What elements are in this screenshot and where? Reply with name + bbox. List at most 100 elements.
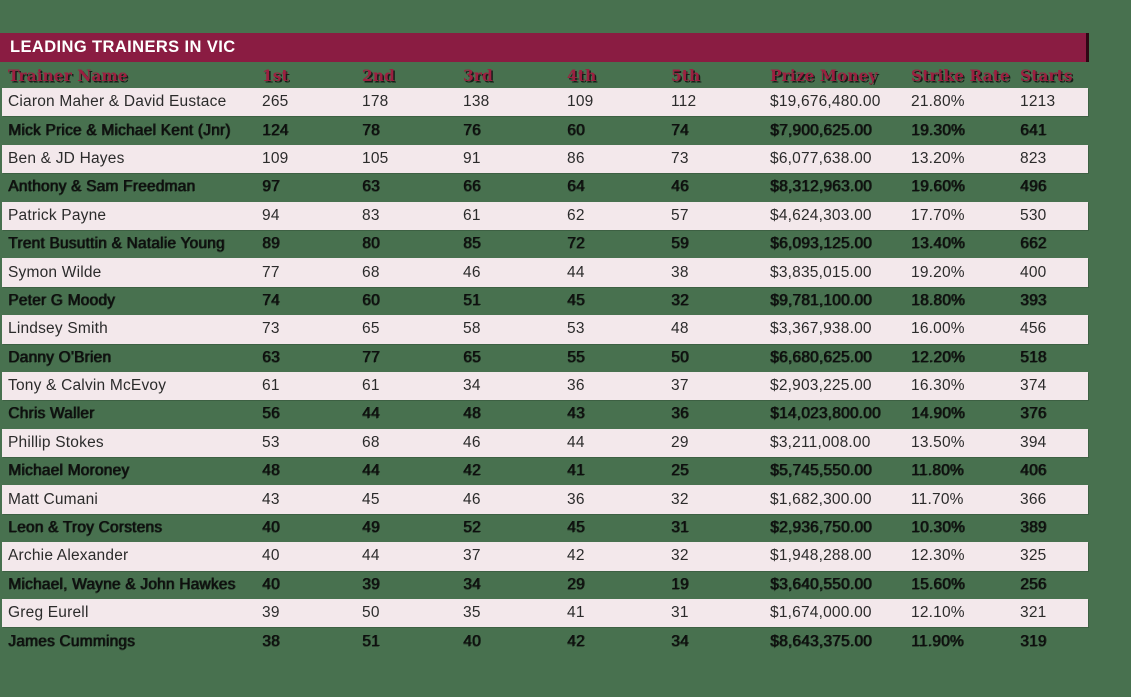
cell-5th: 36 bbox=[671, 405, 689, 423]
cell-trainer-name: Greg Eurell bbox=[8, 604, 89, 622]
table-row: Peter G Moody 74 60 51 45 32 $9,781,100.00 18.8… bbox=[2, 287, 1088, 315]
cell-prize-money: $8,312,963.00 bbox=[770, 178, 872, 196]
cell-1st: 73 bbox=[262, 320, 280, 338]
table-row: Lindsey Smith 73 65 58 53 48 $3,367,938.00 16.0… bbox=[2, 315, 1088, 344]
table-title-bar: LEADING TRAINERS IN VIC bbox=[0, 33, 1089, 62]
cell-1st: 265 bbox=[262, 93, 289, 111]
column-header-1st: 1st bbox=[262, 65, 289, 85]
cell-1st: 61 bbox=[262, 377, 280, 395]
cell-5th: 73 bbox=[671, 149, 689, 167]
table-row: Ben & JD Hayes 109 105 91 86 73 $6,077,638.00 1… bbox=[2, 144, 1088, 174]
cell-strike-rate: 17.70% bbox=[911, 206, 965, 224]
cell-strike-rate: 13.50% bbox=[911, 433, 965, 451]
cell-3rd: 46 bbox=[463, 263, 481, 281]
table-row: Chris Waller 56 44 48 43 36 $14,023,800.00 14.9… bbox=[2, 400, 1088, 428]
cell-4th: 72 bbox=[567, 235, 585, 253]
page-title: LEADING TRAINERS IN VIC bbox=[10, 38, 236, 56]
cell-prize-money: $5,745,550.00 bbox=[770, 462, 872, 480]
column-header-4th: 4th bbox=[567, 65, 597, 85]
cell-prize-money: $1,674,000.00 bbox=[770, 604, 872, 622]
cell-strike-rate: 13.20% bbox=[911, 149, 965, 167]
cell-trainer-name: Anthony & Sam Freedman bbox=[8, 178, 196, 196]
cell-strike-rate: 19.30% bbox=[911, 121, 965, 139]
cell-4th: 55 bbox=[567, 348, 585, 366]
cell-strike-rate: 19.20% bbox=[911, 263, 965, 281]
cell-2nd: 61 bbox=[362, 377, 380, 395]
cell-3rd: 34 bbox=[463, 377, 481, 395]
cell-prize-money: $14,023,800.00 bbox=[770, 405, 881, 423]
cell-prize-money: $7,900,625.00 bbox=[770, 121, 872, 139]
cell-4th: 41 bbox=[567, 462, 585, 480]
cell-1st: 97 bbox=[262, 178, 280, 196]
cell-4th: 44 bbox=[567, 433, 585, 451]
cell-4th: 44 bbox=[567, 263, 585, 281]
cell-starts: 325 bbox=[1020, 547, 1047, 565]
cell-5th: 25 bbox=[671, 462, 689, 480]
cell-3rd: 66 bbox=[463, 178, 481, 196]
cell-2nd: 178 bbox=[362, 93, 389, 111]
cell-1st: 53 bbox=[262, 433, 280, 451]
cell-5th: 29 bbox=[671, 433, 689, 451]
cell-5th: 57 bbox=[671, 206, 689, 224]
cell-trainer-name: Michael, Wayne & John Hawkes bbox=[8, 575, 236, 593]
cell-trainer-name: Symon Wilde bbox=[8, 263, 102, 281]
cell-5th: 34 bbox=[671, 632, 689, 650]
cell-starts: 662 bbox=[1020, 235, 1047, 253]
cell-trainer-name: Lindsey Smith bbox=[8, 320, 108, 338]
table-row: Mick Price & Michael Kent (Jnr) 124 78 76 60… bbox=[2, 116, 1088, 144]
cell-2nd: 68 bbox=[362, 263, 380, 281]
cell-prize-money: $6,077,638.00 bbox=[770, 149, 872, 167]
cell-trainer-name: Leon & Troy Corstens bbox=[8, 519, 162, 537]
column-header-3rd: 3rd bbox=[463, 65, 493, 85]
cell-starts: 530 bbox=[1020, 206, 1047, 224]
cell-strike-rate: 11.80% bbox=[911, 462, 964, 480]
cell-2nd: 78 bbox=[362, 121, 380, 139]
cell-strike-rate: 19.60% bbox=[911, 178, 965, 196]
cell-2nd: 44 bbox=[362, 405, 380, 423]
cell-starts: 823 bbox=[1020, 149, 1047, 167]
cell-starts: 376 bbox=[1020, 405, 1047, 423]
cell-trainer-name: Archie Alexander bbox=[8, 547, 129, 565]
cell-trainer-name: Trent Busuttin & Natalie Young bbox=[8, 235, 225, 253]
cell-5th: 37 bbox=[671, 377, 689, 395]
cell-trainer-name: Ciaron Maher & David Eustace bbox=[8, 93, 227, 111]
table-row: Archie Alexander 40 44 37 42 32 $1,948,288.00 1… bbox=[2, 542, 1088, 571]
cell-strike-rate: 18.80% bbox=[911, 291, 965, 309]
table-row: Ciaron Maher & David Eustace 265 178 138 109… bbox=[2, 88, 1088, 117]
cell-1st: 38 bbox=[262, 632, 280, 650]
cell-4th: 86 bbox=[567, 149, 585, 167]
cell-3rd: 65 bbox=[463, 348, 481, 366]
cell-strike-rate: 12.30% bbox=[911, 547, 965, 565]
cell-trainer-name: Patrick Payne bbox=[8, 206, 107, 224]
cell-4th: 42 bbox=[567, 547, 585, 565]
cell-4th: 43 bbox=[567, 405, 585, 423]
cell-2nd: 45 bbox=[362, 490, 380, 508]
cell-4th: 45 bbox=[567, 519, 585, 537]
cell-trainer-name: Peter G Moody bbox=[8, 291, 115, 309]
cell-trainer-name: Danny O'Brien bbox=[8, 348, 111, 366]
cell-1st: 48 bbox=[262, 462, 280, 480]
cell-strike-rate: 11.70% bbox=[911, 490, 964, 508]
cell-2nd: 65 bbox=[362, 320, 380, 338]
cell-3rd: 52 bbox=[463, 519, 481, 537]
cell-starts: 319 bbox=[1020, 632, 1047, 650]
cell-strike-rate: 14.90% bbox=[911, 405, 965, 423]
cell-2nd: 60 bbox=[362, 291, 380, 309]
table-row: Michael Moroney 48 44 42 41 25 $5,745,550.00 11… bbox=[2, 457, 1088, 485]
column-header-starts: Starts bbox=[1020, 65, 1073, 85]
cell-strike-rate: 16.00% bbox=[911, 320, 965, 338]
column-header-strike-rate: Strike Rate bbox=[911, 65, 1010, 85]
cell-starts: 496 bbox=[1020, 178, 1047, 196]
table-row: Danny O'Brien 63 77 65 55 50 $6,680,625.00 12.2… bbox=[2, 344, 1088, 372]
cell-prize-money: $8,643,375.00 bbox=[770, 632, 872, 650]
cell-3rd: 46 bbox=[463, 433, 481, 451]
table-row: Leon & Troy Corstens 40 49 52 45 31 $2,936,750… bbox=[2, 514, 1088, 542]
cell-trainer-name: Mick Price & Michael Kent (Jnr) bbox=[8, 121, 231, 139]
cell-1st: 77 bbox=[262, 263, 280, 281]
cell-strike-rate: 10.30% bbox=[911, 519, 965, 537]
cell-strike-rate: 11.90% bbox=[911, 632, 964, 650]
cell-starts: 393 bbox=[1020, 291, 1047, 309]
table-row: Michael, Wayne & John Hawkes 40 39 34 29 19 $3… bbox=[2, 571, 1088, 599]
cell-strike-rate: 13.40% bbox=[911, 235, 965, 253]
